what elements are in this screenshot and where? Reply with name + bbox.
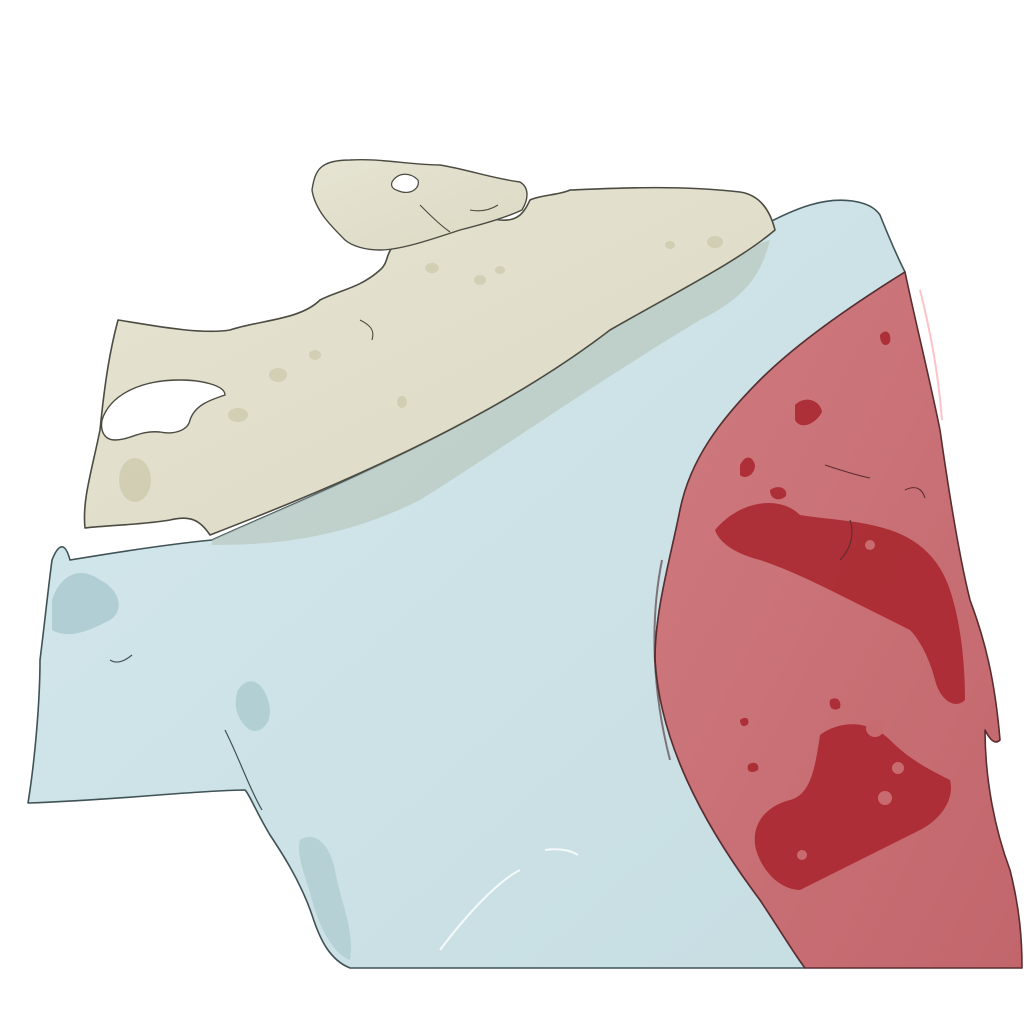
red-volume-holes xyxy=(797,540,904,860)
red-volume-highlight xyxy=(919,289,943,421)
light-blue-shadow-patch xyxy=(52,572,119,635)
light-blue-highlight xyxy=(439,869,521,951)
light-blue-highlight xyxy=(544,848,579,856)
red-volume-crease xyxy=(824,464,926,561)
light-blue-shadow-patch xyxy=(299,836,352,960)
beige-volume-hole xyxy=(390,173,419,193)
light-blue-shadow-patch xyxy=(235,681,270,731)
light-blue-edge-line xyxy=(224,729,263,811)
beige-volume-crack xyxy=(359,204,499,341)
light-blue-edge-line xyxy=(109,654,133,663)
beige-volume-hole xyxy=(100,379,226,441)
beige-volume xyxy=(83,158,776,545)
light-blue-volume xyxy=(27,199,906,969)
beige-volume-dimples xyxy=(119,236,723,502)
red-volume-edge-shadow xyxy=(653,559,671,761)
beige-volume-top-lobe xyxy=(311,158,528,251)
red-volume xyxy=(653,271,1023,969)
